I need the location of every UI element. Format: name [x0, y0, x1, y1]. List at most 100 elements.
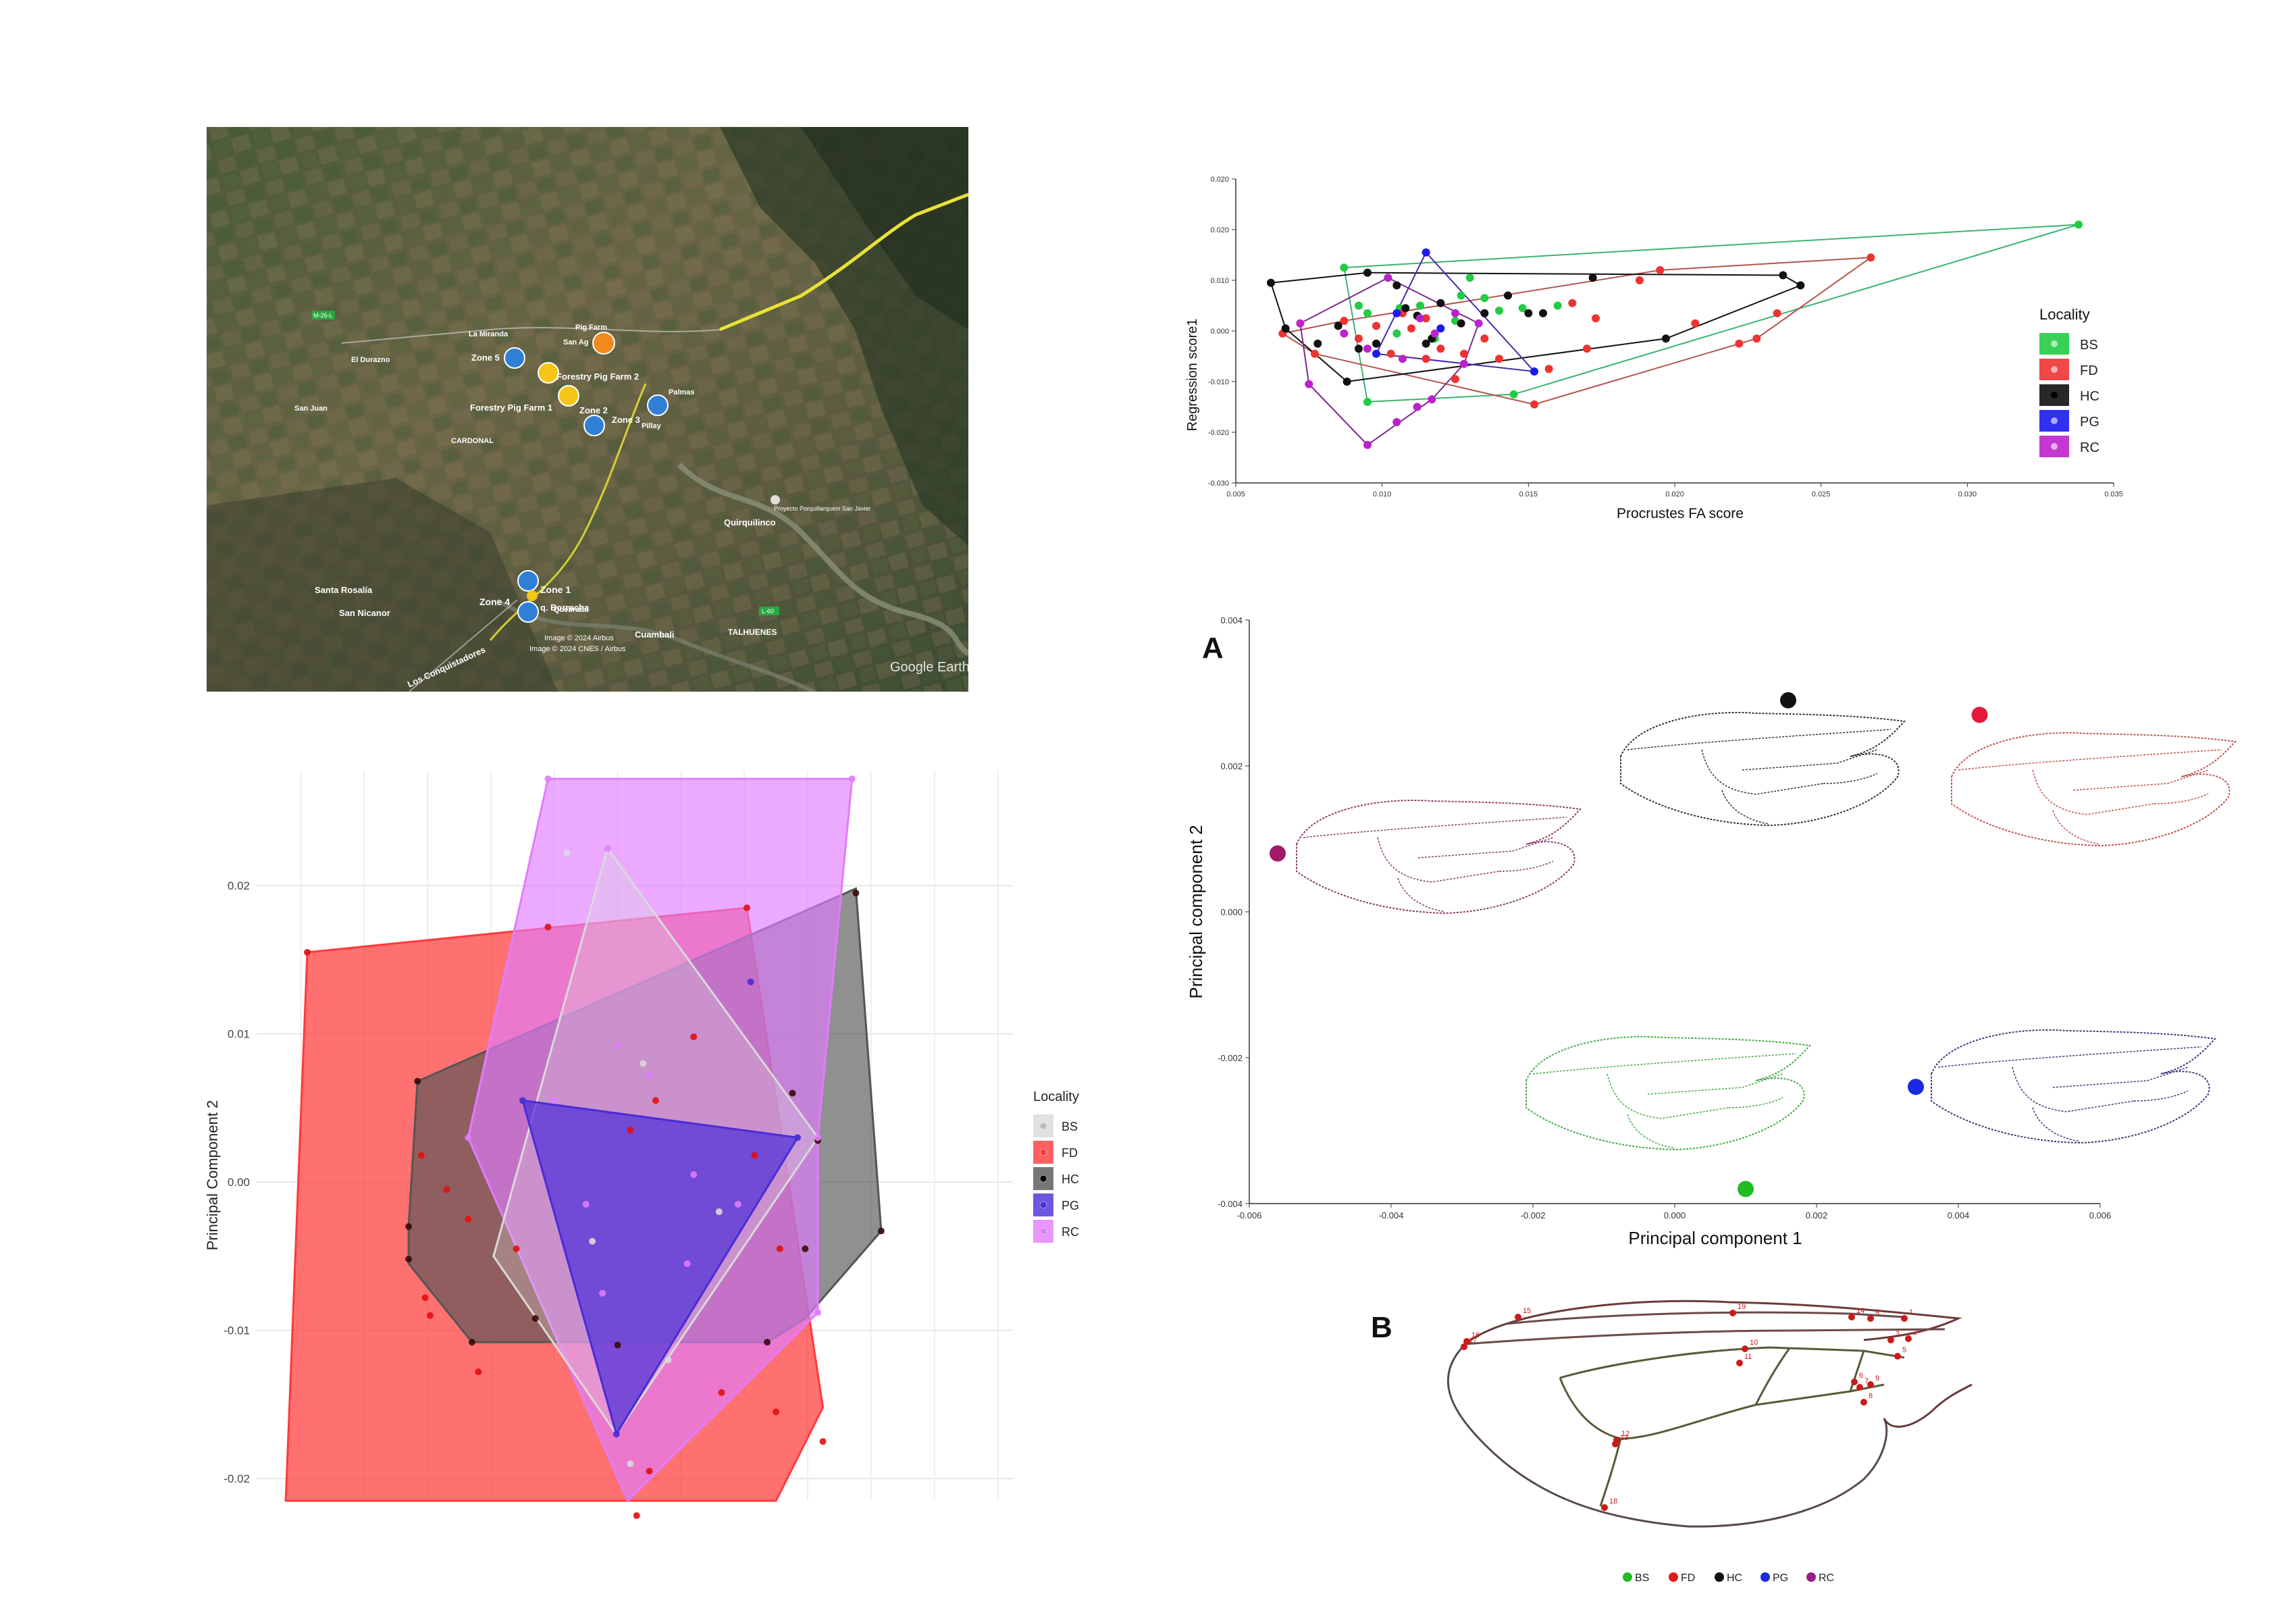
point-fd: [1436, 344, 1445, 353]
image-credit: Image © 2024 Airbus: [544, 634, 614, 642]
pig-farm-marker[interactable]: [592, 332, 615, 355]
point-bs: [715, 1208, 723, 1216]
x-tick-label: 0.030: [1958, 490, 1977, 498]
landmark-point: [1867, 1381, 1874, 1388]
point-rc: [614, 1042, 621, 1050]
landmark-label: 1: [1909, 1308, 1913, 1316]
point-fd: [1421, 355, 1430, 363]
pca-hull-chart: 0.02 0.01 0.00 -0.01 -0.02 Principal Compone…: [196, 743, 1114, 1520]
landmark-point: [1515, 1314, 1521, 1320]
point-rc: [1413, 403, 1421, 411]
point-pg: [519, 1097, 526, 1104]
panel-letter-a: A: [1202, 632, 1224, 665]
point-hc: [414, 1077, 421, 1085]
wing-pca-svg: A -0.006 -0.004 -0.002 0.000 0.002 0.004 0.006…: [1186, 615, 2236, 1248]
site-label: Forestry Pig Farm 2: [556, 371, 639, 382]
hull-pg: [521, 1099, 800, 1437]
point-hc: [1363, 268, 1372, 277]
point-pg: [612, 1431, 620, 1438]
legend-label: PG: [1062, 1199, 1079, 1212]
x-tick-label: 0.025: [1812, 490, 1831, 498]
zone-1-marker[interactable]: [517, 570, 539, 592]
zone-4-marker[interactable]: [517, 601, 539, 623]
place-label: San Nicanor: [339, 608, 390, 618]
landmark-point: [1887, 1337, 1894, 1343]
point-hc: [1392, 281, 1401, 290]
point-fd: [652, 1097, 659, 1104]
point-fd: [646, 1468, 653, 1475]
wing-outline-fd: [1951, 731, 2236, 846]
point-rc: [1305, 380, 1313, 388]
point-fd: [475, 1368, 482, 1376]
legend-key-bs: [1623, 1572, 1632, 1582]
landmark-label: 6: [1859, 1372, 1863, 1380]
point-rc: [1430, 329, 1439, 338]
point-hc: [1588, 274, 1597, 282]
x-tick-label: 0.015: [1519, 490, 1538, 498]
point-hc: [1662, 334, 1670, 343]
landmark-label: 11: [1744, 1353, 1752, 1361]
point-hc: [877, 1227, 885, 1235]
point-rc: [683, 1260, 691, 1267]
y-tick-label: -0.004: [1218, 1199, 1243, 1209]
x-tick-label: 0.004: [1948, 1210, 1970, 1220]
point-fd: [718, 1389, 725, 1396]
legend-key-hc: [1715, 1572, 1724, 1582]
y-tick-label: -0.010: [1208, 378, 1229, 386]
y-tick-label: -0.002: [1218, 1053, 1243, 1063]
site-label: Zone 3: [612, 415, 640, 425]
landmark-point: [1860, 1399, 1867, 1406]
point-hc: [531, 1315, 539, 1322]
landmark-point: [1905, 1335, 1912, 1342]
zone-2-marker[interactable]: [583, 415, 605, 436]
point-hc: [614, 1341, 621, 1349]
point-fd: [513, 1245, 520, 1252]
landmark-point: [1901, 1315, 1908, 1322]
y-axis-title: Principal component 2: [1186, 825, 1206, 998]
point-fd: [751, 1152, 758, 1159]
point-fd: [690, 1033, 698, 1041]
point-bs: [1457, 291, 1465, 300]
y-tick-label: 0.020: [1210, 226, 1229, 234]
x-tick-label: 0.005: [1226, 490, 1245, 498]
landmark-point: [1867, 1315, 1874, 1322]
point-fd: [1735, 339, 1744, 348]
centroid-fd: [1971, 706, 1988, 723]
forestry-pig-farm-1-marker[interactable]: [558, 385, 579, 407]
landmark-label: 15: [1523, 1307, 1531, 1315]
legend-title: Locality: [1033, 1089, 1079, 1104]
landmark-label: 9: [1875, 1374, 1879, 1383]
point-pg: [747, 978, 754, 985]
point-hc: [789, 1089, 796, 1097]
poi-icon[interactable]: [771, 495, 780, 505]
zone-3-marker[interactable]: [647, 394, 669, 416]
forestry-pig-farm-2-marker[interactable]: [538, 362, 559, 384]
point-fd: [819, 1438, 827, 1445]
point-bs: [1509, 390, 1518, 398]
zone-5-marker[interactable]: [504, 347, 525, 369]
point-bs: [1355, 301, 1363, 310]
legend-label: HC: [2080, 389, 2099, 404]
point-bs: [1518, 304, 1527, 313]
legend-title: Locality: [2039, 306, 2090, 323]
point-rc: [1363, 440, 1372, 449]
site-label: Forestry Pig Farm 1: [470, 403, 552, 413]
wing-outline-rc: [1296, 799, 1581, 914]
legend-label: BS: [1635, 1572, 1649, 1584]
point-hc: [1342, 378, 1351, 386]
x-tick-label: 0.002: [1806, 1210, 1828, 1220]
y-tick-label: -0.02: [224, 1472, 250, 1485]
point-fd: [1355, 334, 1363, 343]
point-hc: [1504, 291, 1512, 300]
hull-fd: [1280, 257, 1873, 405]
point-pg: [1530, 367, 1538, 376]
place-label: Pillay: [642, 422, 662, 430]
place-label: Pig Farm: [575, 324, 607, 332]
x-tick-label: -0.002: [1521, 1210, 1546, 1220]
point-fd: [1867, 253, 1875, 262]
centroid-hc: [1780, 692, 1796, 709]
point-fd: [1421, 314, 1430, 323]
point-rc: [690, 1171, 698, 1179]
landmark-label: 5: [1902, 1346, 1906, 1354]
point-bs: [627, 1460, 634, 1468]
